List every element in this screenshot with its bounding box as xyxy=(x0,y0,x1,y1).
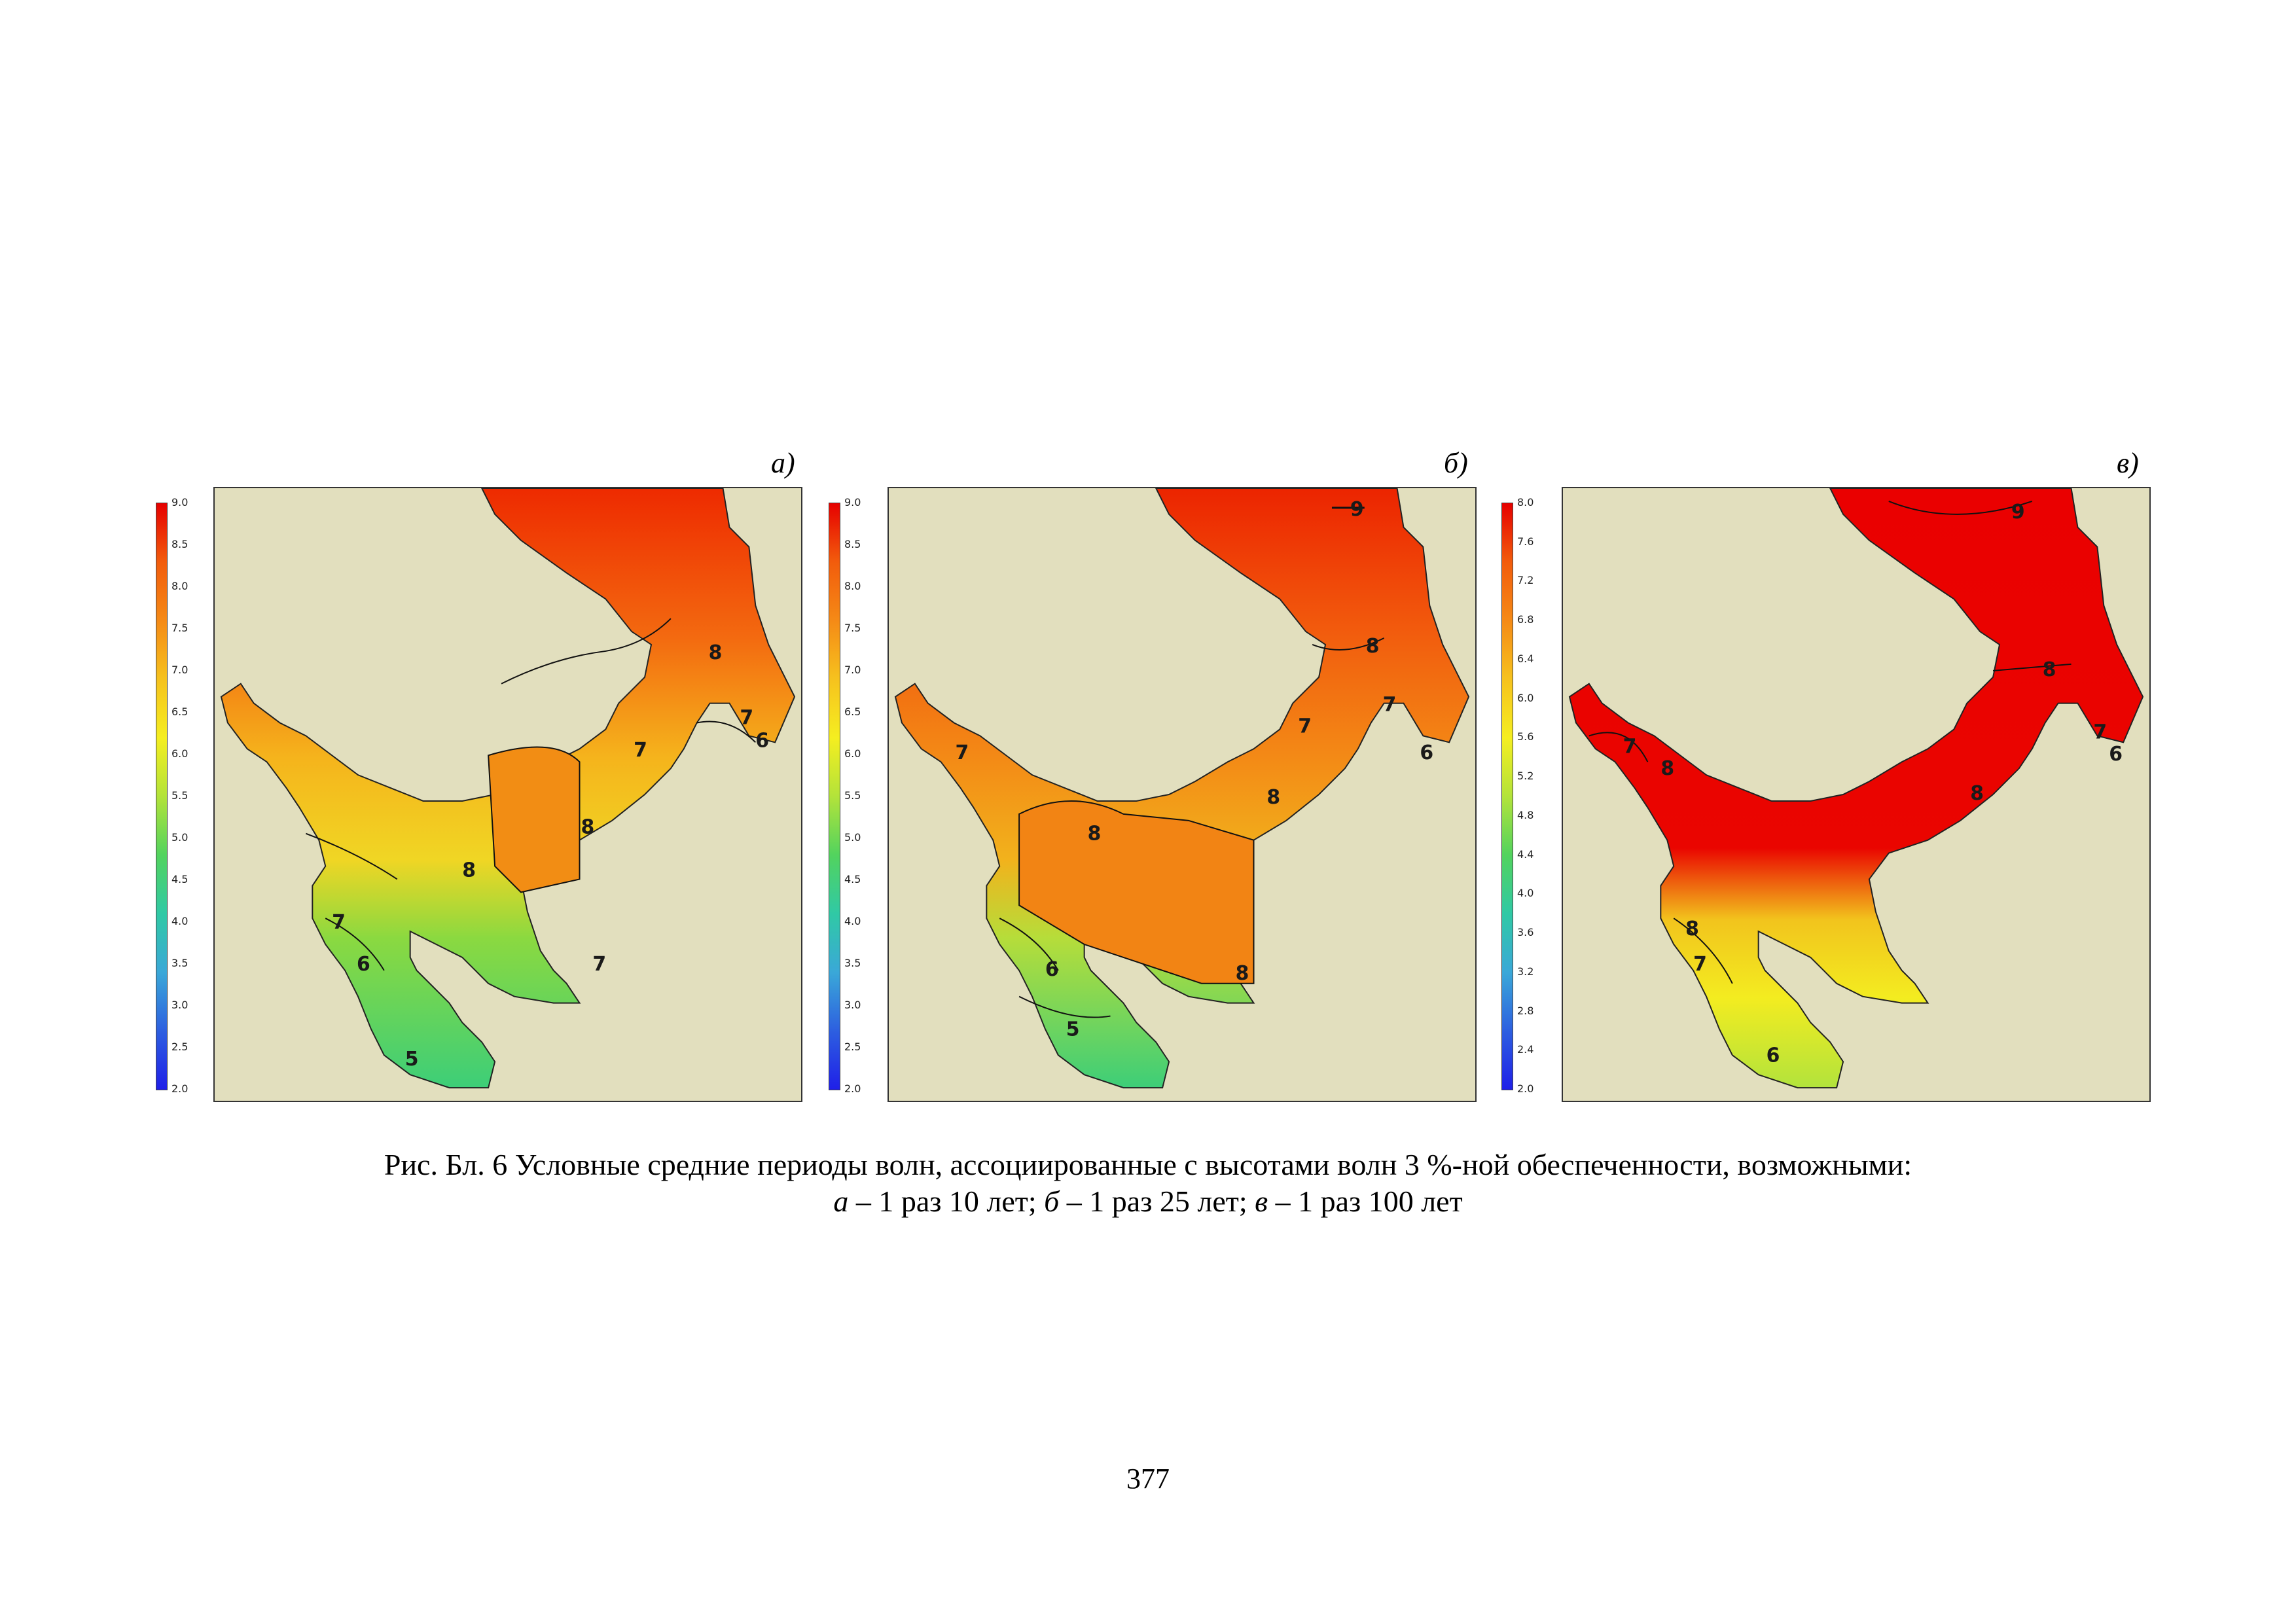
caption-letter-b: б xyxy=(1044,1185,1060,1219)
contour-label: 7 xyxy=(1693,953,1707,976)
colorbar-tick-label: 7.0 xyxy=(844,664,861,676)
colorbar-tick-label: 7.0 xyxy=(171,664,188,676)
contour-label: 8 xyxy=(1660,757,1674,780)
caption-letter-v: в xyxy=(1255,1185,1268,1219)
colorbar-tick-label: 5.5 xyxy=(844,789,861,802)
contour-label: 9 xyxy=(1350,498,1364,521)
contour-label: 9 xyxy=(2011,501,2025,524)
contour-label: 6 xyxy=(755,729,769,752)
colorbar-tick-label: 5.2 xyxy=(1517,770,1534,783)
colorbar-tick-label: 5.6 xyxy=(1517,730,1534,743)
contour-label: 5 xyxy=(405,1048,419,1071)
colorbar-tick-label: 4.0 xyxy=(1517,887,1534,900)
colorbar-tick-label: 6.4 xyxy=(1517,652,1534,665)
contour-label: 8 xyxy=(1685,918,1699,940)
map-panel-a: 8 7 7 6 8 8 7 6 7 5 xyxy=(213,487,802,1102)
contour-label: 6 xyxy=(1045,958,1059,981)
colorbar-tick-label: 2.5 xyxy=(844,1041,861,1053)
colorbar-tick-label: 5.0 xyxy=(171,831,188,844)
contour-label: 8 xyxy=(462,859,476,882)
caption-line-1: Рис. Бл. 6 Условные средние периоды волн… xyxy=(384,1148,1912,1181)
contour-label: 6 xyxy=(1420,741,1433,764)
colorbar-tick-label: 6.0 xyxy=(1517,691,1534,704)
contour-label: 7 xyxy=(592,953,606,976)
colorbar-tick-label: 9.0 xyxy=(844,496,861,508)
contour-label: 7 xyxy=(634,739,647,762)
colorbar-tick-label: 6.0 xyxy=(844,747,861,760)
colorbar-tick-label: 4.4 xyxy=(1517,847,1534,861)
colorbar-tick-label: 2.0 xyxy=(1517,1082,1534,1095)
colorbar-tick-label: 8.0 xyxy=(844,580,861,592)
colorbar-tick-label: 8.0 xyxy=(1517,496,1534,508)
contour-label: 8 xyxy=(1236,962,1249,985)
map-panel-v: 9 8 7 6 7 8 8 8 7 6 xyxy=(1562,487,2151,1102)
colorbar-tick-label: 2.0 xyxy=(844,1082,861,1095)
contour-label: 8 xyxy=(581,816,595,839)
contour-label: 5 xyxy=(1066,1018,1080,1041)
caption-line-2: а – 1 раз 10 лет; б – 1 раз 25 лет; в – … xyxy=(0,1183,2296,1220)
map-panel-b: 9 8 7 7 6 8 8 7 6 8 5 xyxy=(888,487,1477,1102)
colorbar-tick-label: 6.5 xyxy=(844,705,861,718)
contour-label: 8 xyxy=(1970,782,1984,805)
colorbar-tick-label: 3.0 xyxy=(171,999,188,1011)
wave-period-map-b: 9 8 7 7 6 8 8 7 6 8 5 xyxy=(894,488,1470,1089)
colorbar-tick-label: 9.0 xyxy=(171,496,188,508)
caption-text-b: – 1 раз 25 лет; xyxy=(1059,1185,1255,1219)
wave-period-map-v: 9 8 7 6 7 8 8 8 7 6 xyxy=(1568,488,2144,1089)
colorbar-tick-label: 3.2 xyxy=(1517,965,1534,978)
contour-label: 6 xyxy=(2109,743,2123,766)
colorbar-tick-label: 4.5 xyxy=(171,873,188,885)
colorbar-tick-label: 2.4 xyxy=(1517,1043,1534,1056)
caption-letter-a: а xyxy=(833,1185,849,1219)
colorbar-tick-label: 4.8 xyxy=(1517,808,1534,821)
colorbar-tick-label: 5.0 xyxy=(844,831,861,844)
colorbar-tick-label: 4.5 xyxy=(844,873,861,885)
contour-label: 7 xyxy=(2093,721,2107,743)
colorbar-tick-label: 8.5 xyxy=(171,538,188,550)
colorbar-tick-label: 8.5 xyxy=(844,538,861,550)
colorbar-tick-label: 8.0 xyxy=(171,580,188,592)
contour-label: 8 xyxy=(2043,658,2056,681)
colorbar-tick-label: 3.6 xyxy=(1517,926,1534,939)
colorbar-tick-label: 6.0 xyxy=(171,747,188,760)
colorbar-tick-label: 7.5 xyxy=(844,622,861,634)
colorbar-tick-label: 3.5 xyxy=(844,957,861,969)
contour-label: 8 xyxy=(1266,786,1280,809)
colorbar-tick-label: 4.0 xyxy=(171,915,188,927)
colorbar-tick-label: 5.5 xyxy=(171,789,188,802)
panel-label-a: а) xyxy=(771,447,795,479)
colorbar-tick-label: 6.8 xyxy=(1517,613,1534,626)
colorbar-tick-label: 3.5 xyxy=(171,957,188,969)
page-number: 377 xyxy=(1126,1463,1170,1495)
contour-label: 8 xyxy=(1366,635,1380,658)
colorbar-tick-label: 2.5 xyxy=(171,1041,188,1053)
figure-caption: Рис. Бл. 6 Условные средние периоды волн… xyxy=(0,1147,2296,1220)
colorbar-tick-label: 2.8 xyxy=(1517,1004,1534,1017)
colorbar-tick-label: 7.2 xyxy=(1517,574,1534,587)
contour-label: 7 xyxy=(332,911,346,934)
contour-label: 6 xyxy=(1767,1044,1780,1067)
colorbar-a xyxy=(156,503,168,1090)
colorbar-tick-label: 7.5 xyxy=(171,622,188,634)
panel-label-v: в) xyxy=(2117,447,2139,479)
wave-period-map-a: 8 7 7 6 8 8 7 6 7 5 xyxy=(220,488,796,1089)
contour-label: 6 xyxy=(357,953,370,976)
colorbar-tick-label: 6.5 xyxy=(171,705,188,718)
colorbar-tick-label: 7.6 xyxy=(1517,535,1534,548)
caption-text-v: – 1 раз 100 лет xyxy=(1268,1185,1463,1219)
colorbar-tick-label: 3.0 xyxy=(844,999,861,1011)
contour-label: 7 xyxy=(740,706,753,729)
contour-label: 8 xyxy=(1088,823,1102,846)
contour-label: 7 xyxy=(1383,694,1397,717)
panel-label-b: б) xyxy=(1444,447,1468,479)
contour-label: 7 xyxy=(956,741,969,764)
colorbar-tick-label: 2.0 xyxy=(171,1082,188,1095)
colorbar-tick-label: 4.0 xyxy=(844,915,861,927)
colorbar-b xyxy=(829,503,840,1090)
contour-label: 7 xyxy=(1298,715,1312,738)
contour-label: 8 xyxy=(709,641,723,664)
contour-label: 7 xyxy=(1623,735,1637,758)
colorbar-v xyxy=(1501,503,1513,1090)
caption-text-a: – 1 раз 10 лет; xyxy=(848,1185,1045,1219)
